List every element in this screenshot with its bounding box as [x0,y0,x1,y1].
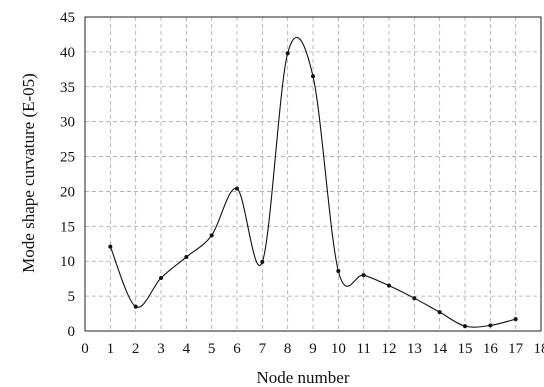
x-tick-label: 13 [407,341,422,357]
x-tick-label: 16 [483,341,499,357]
data-point-node-6 [235,186,239,191]
y-tick-label: 25 [60,150,75,166]
y-tick-label: 5 [68,289,76,305]
y-tick-label: 0 [68,324,76,340]
x-tick-label: 12 [382,341,397,357]
data-point-node-5 [209,233,214,238]
data-point-node-7 [260,259,265,264]
data-point-node-2 [133,304,138,309]
x-tick-label: 15 [458,341,473,357]
data-point-node-1 [108,244,113,249]
x-tick-label: 2 [132,341,140,357]
data-point-node-3 [159,275,163,280]
x-tick-label: 17 [508,341,524,357]
data-point-node-15 [463,324,467,329]
data-point-node-17 [513,317,518,322]
data-point-node-4 [184,255,189,260]
x-tick-label: 10 [331,341,346,357]
x-tick-label: 0 [81,341,89,357]
x-axis-tick-labels: 0123456789101112131415161718 [81,341,544,357]
y-tick-label: 40 [60,45,75,61]
y-tick-label: 20 [60,184,75,200]
x-tick-label: 4 [183,341,191,357]
y-axis-title: Mode shape curvature (E-05) [19,73,38,273]
x-tick-label: 7 [259,341,267,357]
plot-area-frame [84,16,542,332]
x-tick-label: 14 [432,341,448,357]
data-points [108,51,518,329]
grid-lines [85,17,541,331]
data-point-node-13 [412,296,417,301]
data-point-node-14 [437,310,442,315]
data-point-node-12 [387,283,391,288]
y-tick-label: 45 [60,10,75,26]
data-point-node-16 [488,323,493,328]
y-tick-label: 10 [60,254,75,270]
x-tick-label: 6 [233,341,241,357]
x-tick-label: 11 [356,341,370,357]
y-tick-label: 15 [60,219,75,235]
y-tick-label: 30 [60,115,75,131]
x-tick-label: 1 [107,341,115,357]
data-point-node-8 [285,51,290,56]
data-point-node-9 [311,74,315,79]
x-tick-label: 8 [284,341,292,357]
data-point-node-11 [361,273,366,278]
x-axis-title: Node number [256,368,349,387]
y-axis-tick-labels: 0 5 10 15 20 25 30 35 40 45 [60,10,75,340]
x-tick-label: 3 [157,341,165,357]
y-tick-label: 35 [60,80,75,96]
x-tick-label: 5 [208,341,216,357]
x-tick-label: 18 [534,341,544,357]
x-tick-label: 9 [309,341,317,357]
data-point-node-10 [336,268,341,273]
